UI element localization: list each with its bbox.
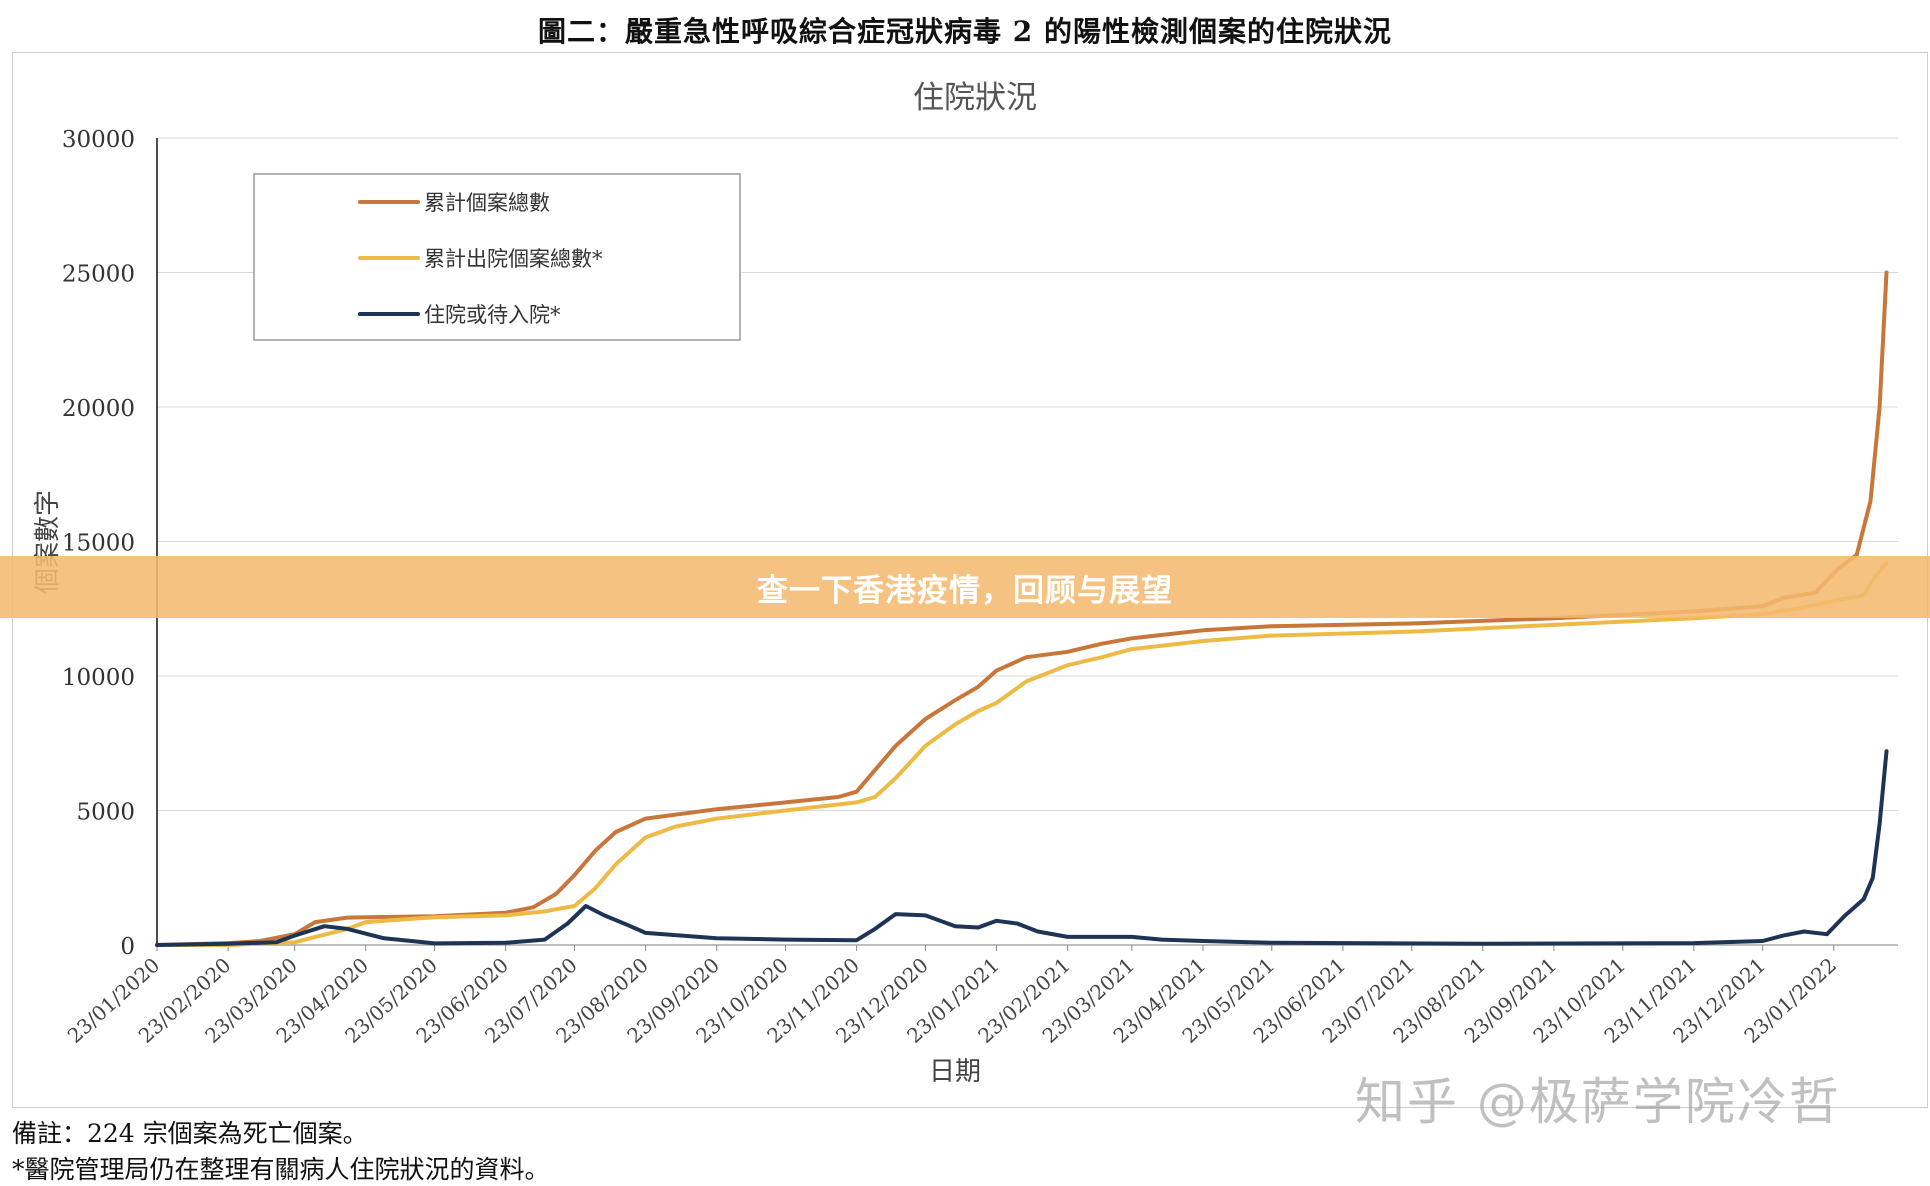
y-tick-label: 20000 <box>62 396 135 422</box>
y-tick-label: 30000 <box>62 127 135 153</box>
watermark: 知乎 @极萨学院冷哲 <box>1355 1073 1841 1131</box>
legend-label-1: 累計個案總數 <box>424 191 550 215</box>
footnote-2: *醫院管理局仍在整理有關病人住院狀況的資料。 <box>12 1155 550 1184</box>
y-tick-label: 25000 <box>62 262 135 288</box>
footnote-1: 備註：224 宗個案為死亡個案。 <box>12 1119 368 1148</box>
figure-title: 圖二：嚴重急性呼吸綜合症冠狀病毒 2 的陽性檢測個案的住院狀況 <box>538 15 1392 48</box>
series-line-2 <box>155 561 1889 947</box>
y-tick-label: 0 <box>120 934 135 960</box>
y-tick-label: 5000 <box>76 800 135 826</box>
series-line-3 <box>155 749 1889 947</box>
x-axis-ticks: 23/01/202023/02/202023/03/202023/04/2020… <box>63 945 1841 1048</box>
x-axis-label: 日期 <box>929 1057 981 1087</box>
legend-label-2: 累計出院個案總數* <box>424 247 603 271</box>
y-axis-ticks: 0 5000 10000 15000 20000 25000 30000 <box>62 127 135 960</box>
chart-title: 住院狀況 <box>913 80 1037 116</box>
legend-box <box>253 173 741 341</box>
title-banner: 查一下香港疫情，回顾与展望 <box>0 556 1930 618</box>
grid-lines <box>157 137 1898 811</box>
banner-text: 查一下香港疫情，回顾与展望 <box>757 572 1173 609</box>
y-tick-label: 15000 <box>62 531 135 557</box>
y-tick-label: 10000 <box>62 665 135 691</box>
legend-label-3: 住院或待入院* <box>424 303 561 327</box>
